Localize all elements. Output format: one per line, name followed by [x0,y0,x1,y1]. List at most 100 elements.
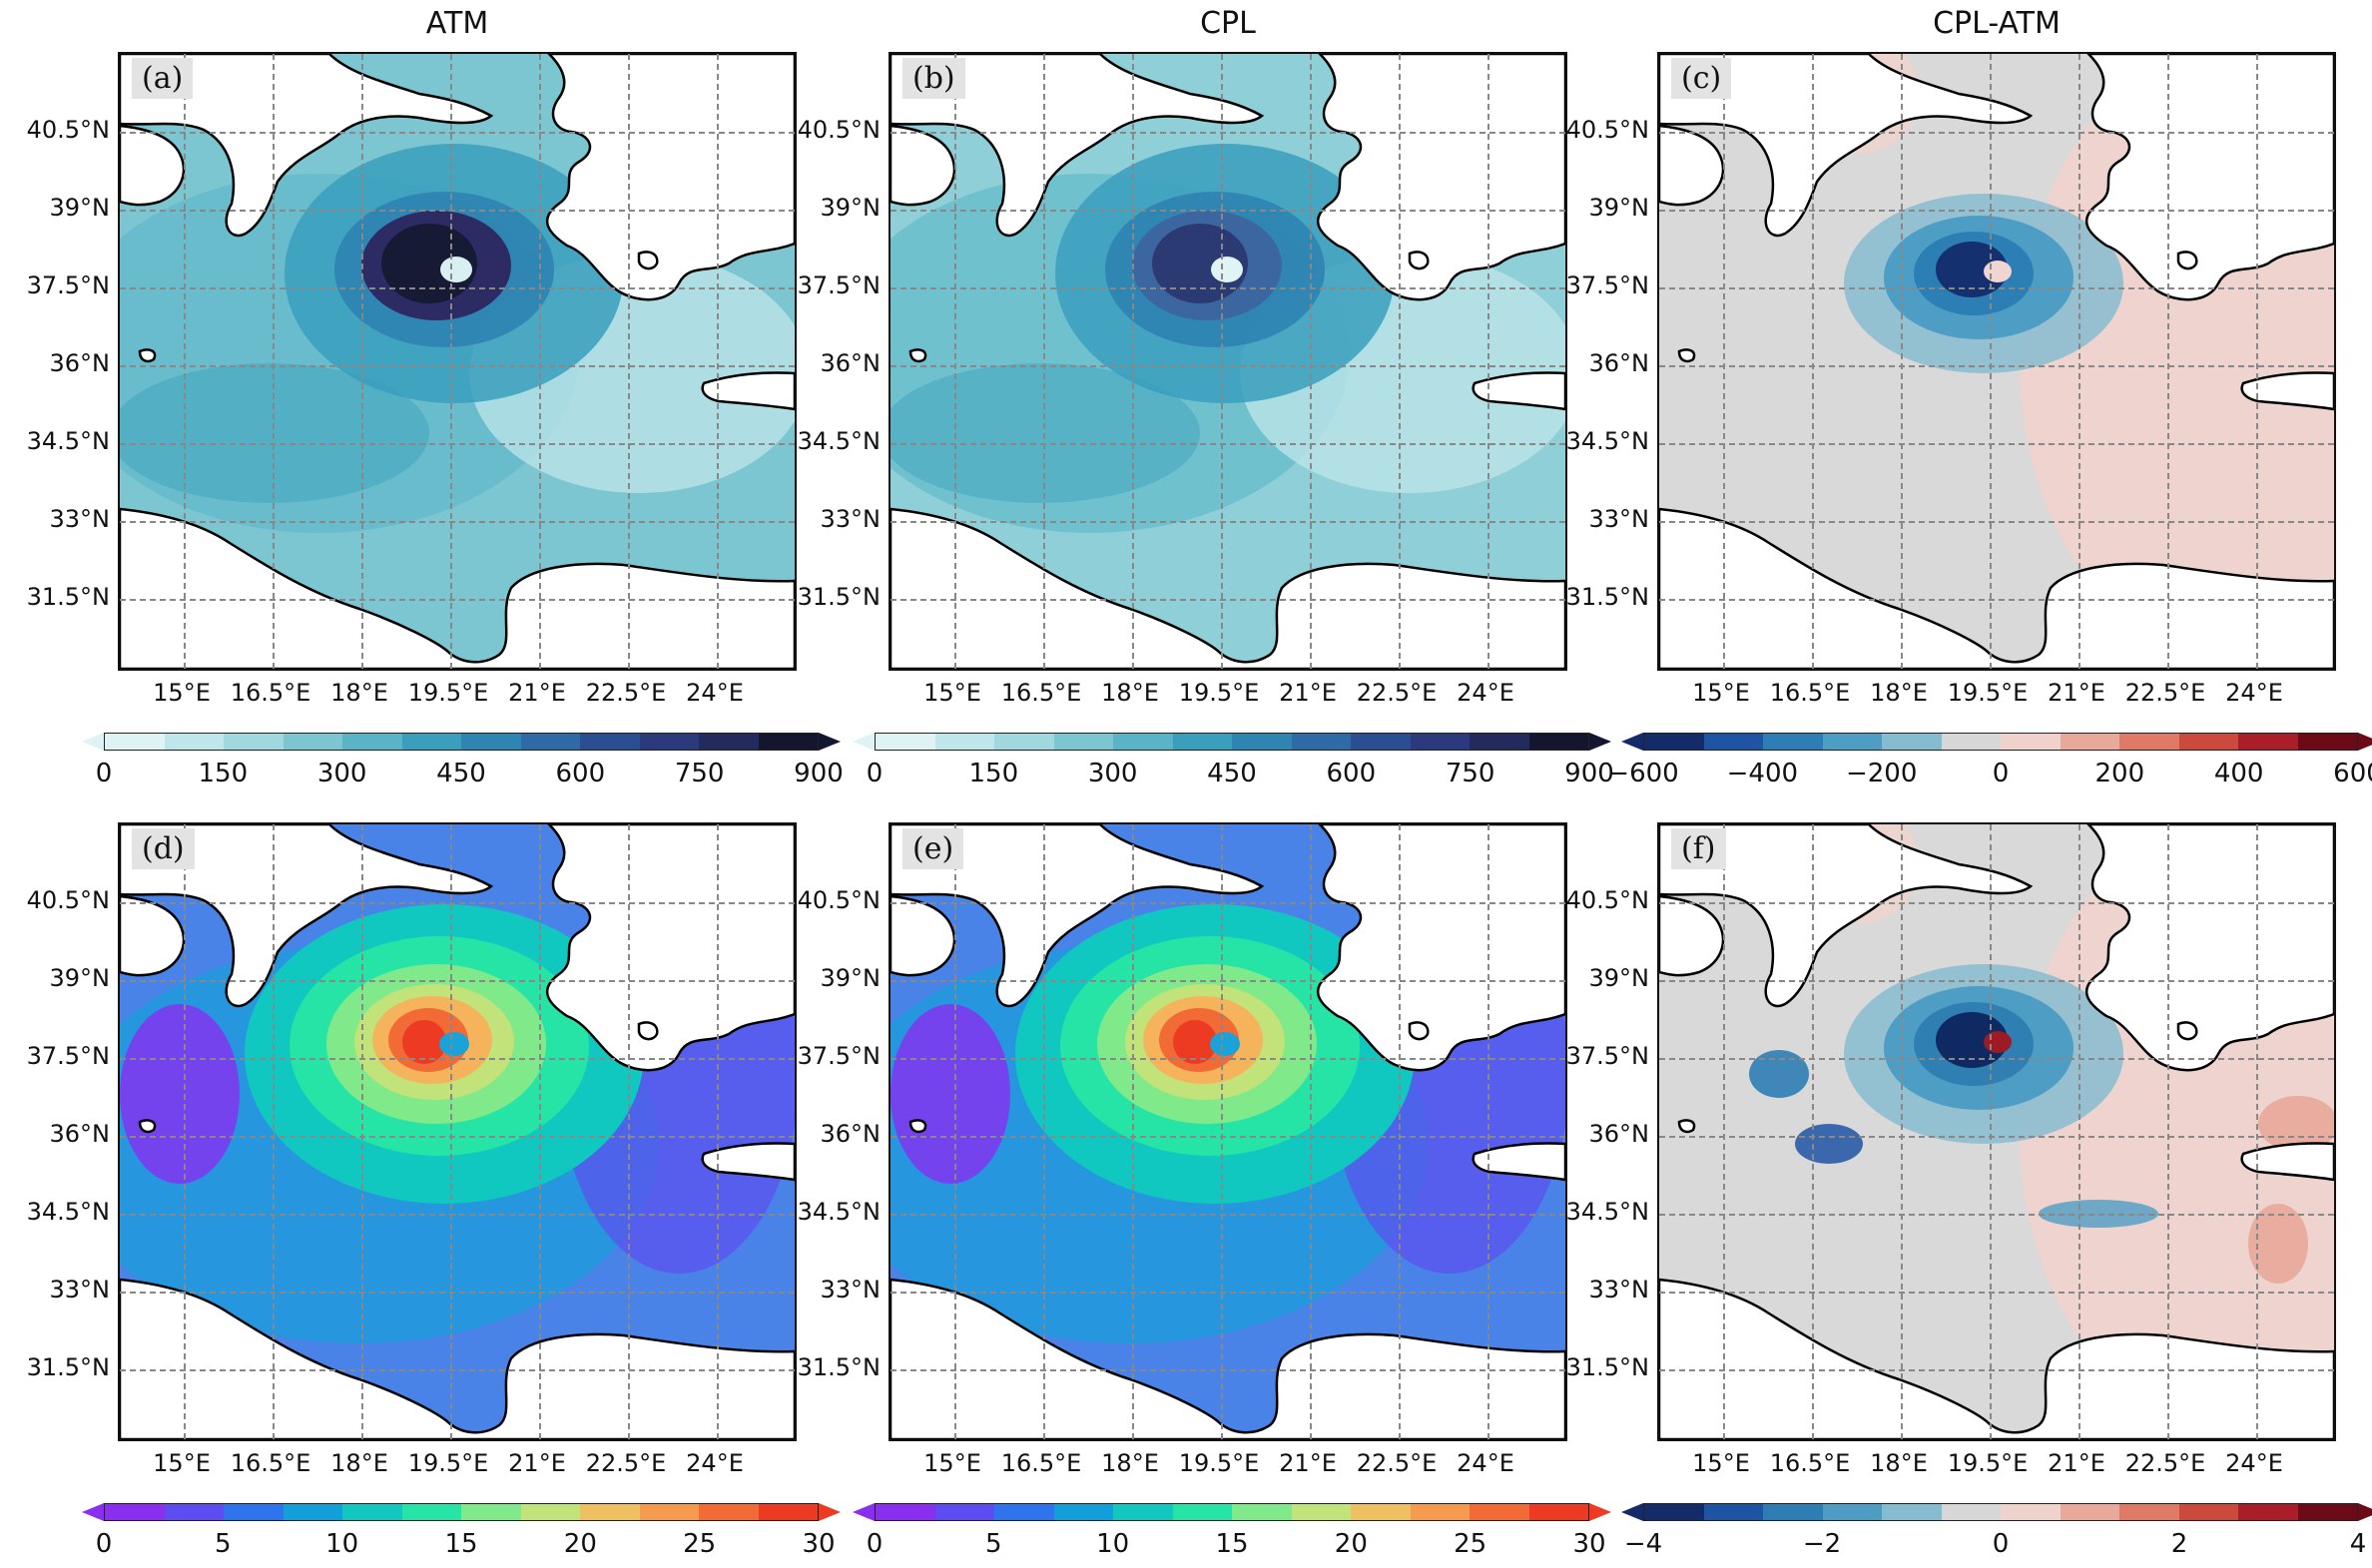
column-title-atm: ATM [425,6,489,41]
lon-label: 19.5°E [407,679,489,707]
colorbar-swatch [2238,1504,2298,1520]
field-map-e [890,824,1565,1439]
colorbar-tick-label: 900 [1564,759,1614,788]
gridline-lat [1659,902,2334,904]
gridline-lat [120,521,795,523]
colorbar-tick-label: 15 [444,1529,478,1559]
land-shape-3 [2085,824,2334,1072]
panel-label-c: (c) [1671,58,1732,99]
colorbar-swatch [1822,734,1882,750]
colorbar-tick-label: 300 [316,759,367,788]
colorbar-swatch [1113,734,1173,750]
lon-label: 15°E [153,679,211,707]
lat-label: 39°N [820,194,882,222]
field-contour-11 [1210,1032,1240,1056]
lat-label: 34.5°N [797,1198,881,1226]
land-shape-0 [120,507,795,669]
gridline-lat [120,980,795,982]
column-title-cpl-atm: CPL-ATM [1933,6,2061,41]
colorbar-swatch [934,734,994,750]
gridline-lat [890,902,1565,904]
lat-label: 36°N [820,1120,882,1148]
gridline-lon [1221,824,1223,1439]
colorbar-swatch [1528,1504,1588,1520]
colorbar-swatch [283,1504,342,1520]
colorbar-swatch [1941,734,2001,750]
gridline-lon [184,824,186,1439]
colorbar-tick-label: 750 [1445,759,1495,788]
colorbar-swatch [1291,734,1351,750]
colorbar-swatch [224,734,284,750]
lat-label: 31.5°N [26,1353,110,1381]
lat-label: 40.5°N [797,886,881,914]
lat-label: 34.5°N [1565,427,1649,455]
land-shape-4 [1472,371,1565,411]
gridline-lat [120,1136,795,1138]
lon-label: 18°E [1101,1449,1159,1477]
lon-label: 21°E [1279,1449,1337,1477]
colorbar-tick-label: 750 [674,759,725,788]
gridline-lon [1132,54,1134,669]
gridline-lon [954,54,956,669]
land-shape-0 [1659,507,2334,669]
lon-label: 15°E [923,1449,981,1477]
lat-label: 31.5°N [1565,1353,1649,1381]
colorbar-swatch [699,1504,759,1520]
colorbar-swatch [1763,734,1823,750]
land-shape-6 [1677,348,1696,363]
lat-label: 33°N [1588,505,1650,533]
colorbar-swatch [2297,1504,2357,1520]
gridline-lon [1310,824,1312,1439]
gridline-lon [954,824,956,1439]
lat-label: 33°N [820,505,882,533]
colorbar-swatch [401,1504,461,1520]
land-shape-4 [701,371,795,411]
colorbar-swatch [1053,1504,1113,1520]
lat-label: 37.5°N [797,271,881,299]
colorbar-swatch [1882,734,1942,750]
colorbar-tick-label: 600 [2333,759,2372,788]
gridline-lat [120,599,795,601]
gridline-lat [1659,287,2334,289]
colorbar-swatch [994,734,1054,750]
lon-label: 24°E [2225,679,2283,707]
gridline-lat [890,132,1565,134]
land-shape-5 [2176,251,2198,270]
lat-label: 31.5°N [1565,583,1649,611]
colorbar-tick-label: 450 [1207,759,1257,788]
gridline-lon [361,824,363,1439]
colorbar-swatch [401,734,461,750]
gridline-lon [1723,54,1725,669]
colorbar-swatch [1763,1504,1823,1520]
gridline-lat [890,980,1565,982]
gridline-lon [2078,824,2080,1439]
colorbar-swatch [580,734,640,750]
colorbar-swatch [342,1504,402,1520]
land-shape-1 [120,54,494,238]
colorbar-swatch [1703,734,1763,750]
lon-label: 16.5°E [230,1449,311,1477]
land-shape-5 [1408,251,1430,270]
colorbar-e: 0 5 10 15 20 25 30 [853,1503,1611,1559]
lon-label: 22.5°E [2124,679,2206,707]
gridline-lon [1399,54,1401,669]
land-shape-0 [890,507,1565,669]
colorbar-swatch [934,1504,994,1520]
colorbar-swatch [1351,1504,1411,1520]
gridline-lat [890,443,1565,445]
lon-label: 24°E [2225,1449,2283,1477]
colorbar-f: −4 −2 0 2 4 [1621,1503,2372,1559]
gridline-lat [120,1292,795,1294]
lon-label: 22.5°E [2124,1449,2206,1477]
colorbar-tick-label: −400 [1726,759,1799,788]
colorbar-tick-label: 20 [563,1529,597,1559]
gridline-lat [1659,1292,2334,1294]
lon-label: 15°E [1692,679,1750,707]
colorbar-tick-label: 10 [325,1529,359,1559]
gridline-lat [120,1369,795,1371]
colorbar-swatch [105,734,165,750]
column-title-cpl: CPL [1200,6,1256,41]
colorbar-swatch [2119,734,2179,750]
gridline-lat [890,599,1565,601]
colorbar-extend-low [1621,1503,1643,1521]
